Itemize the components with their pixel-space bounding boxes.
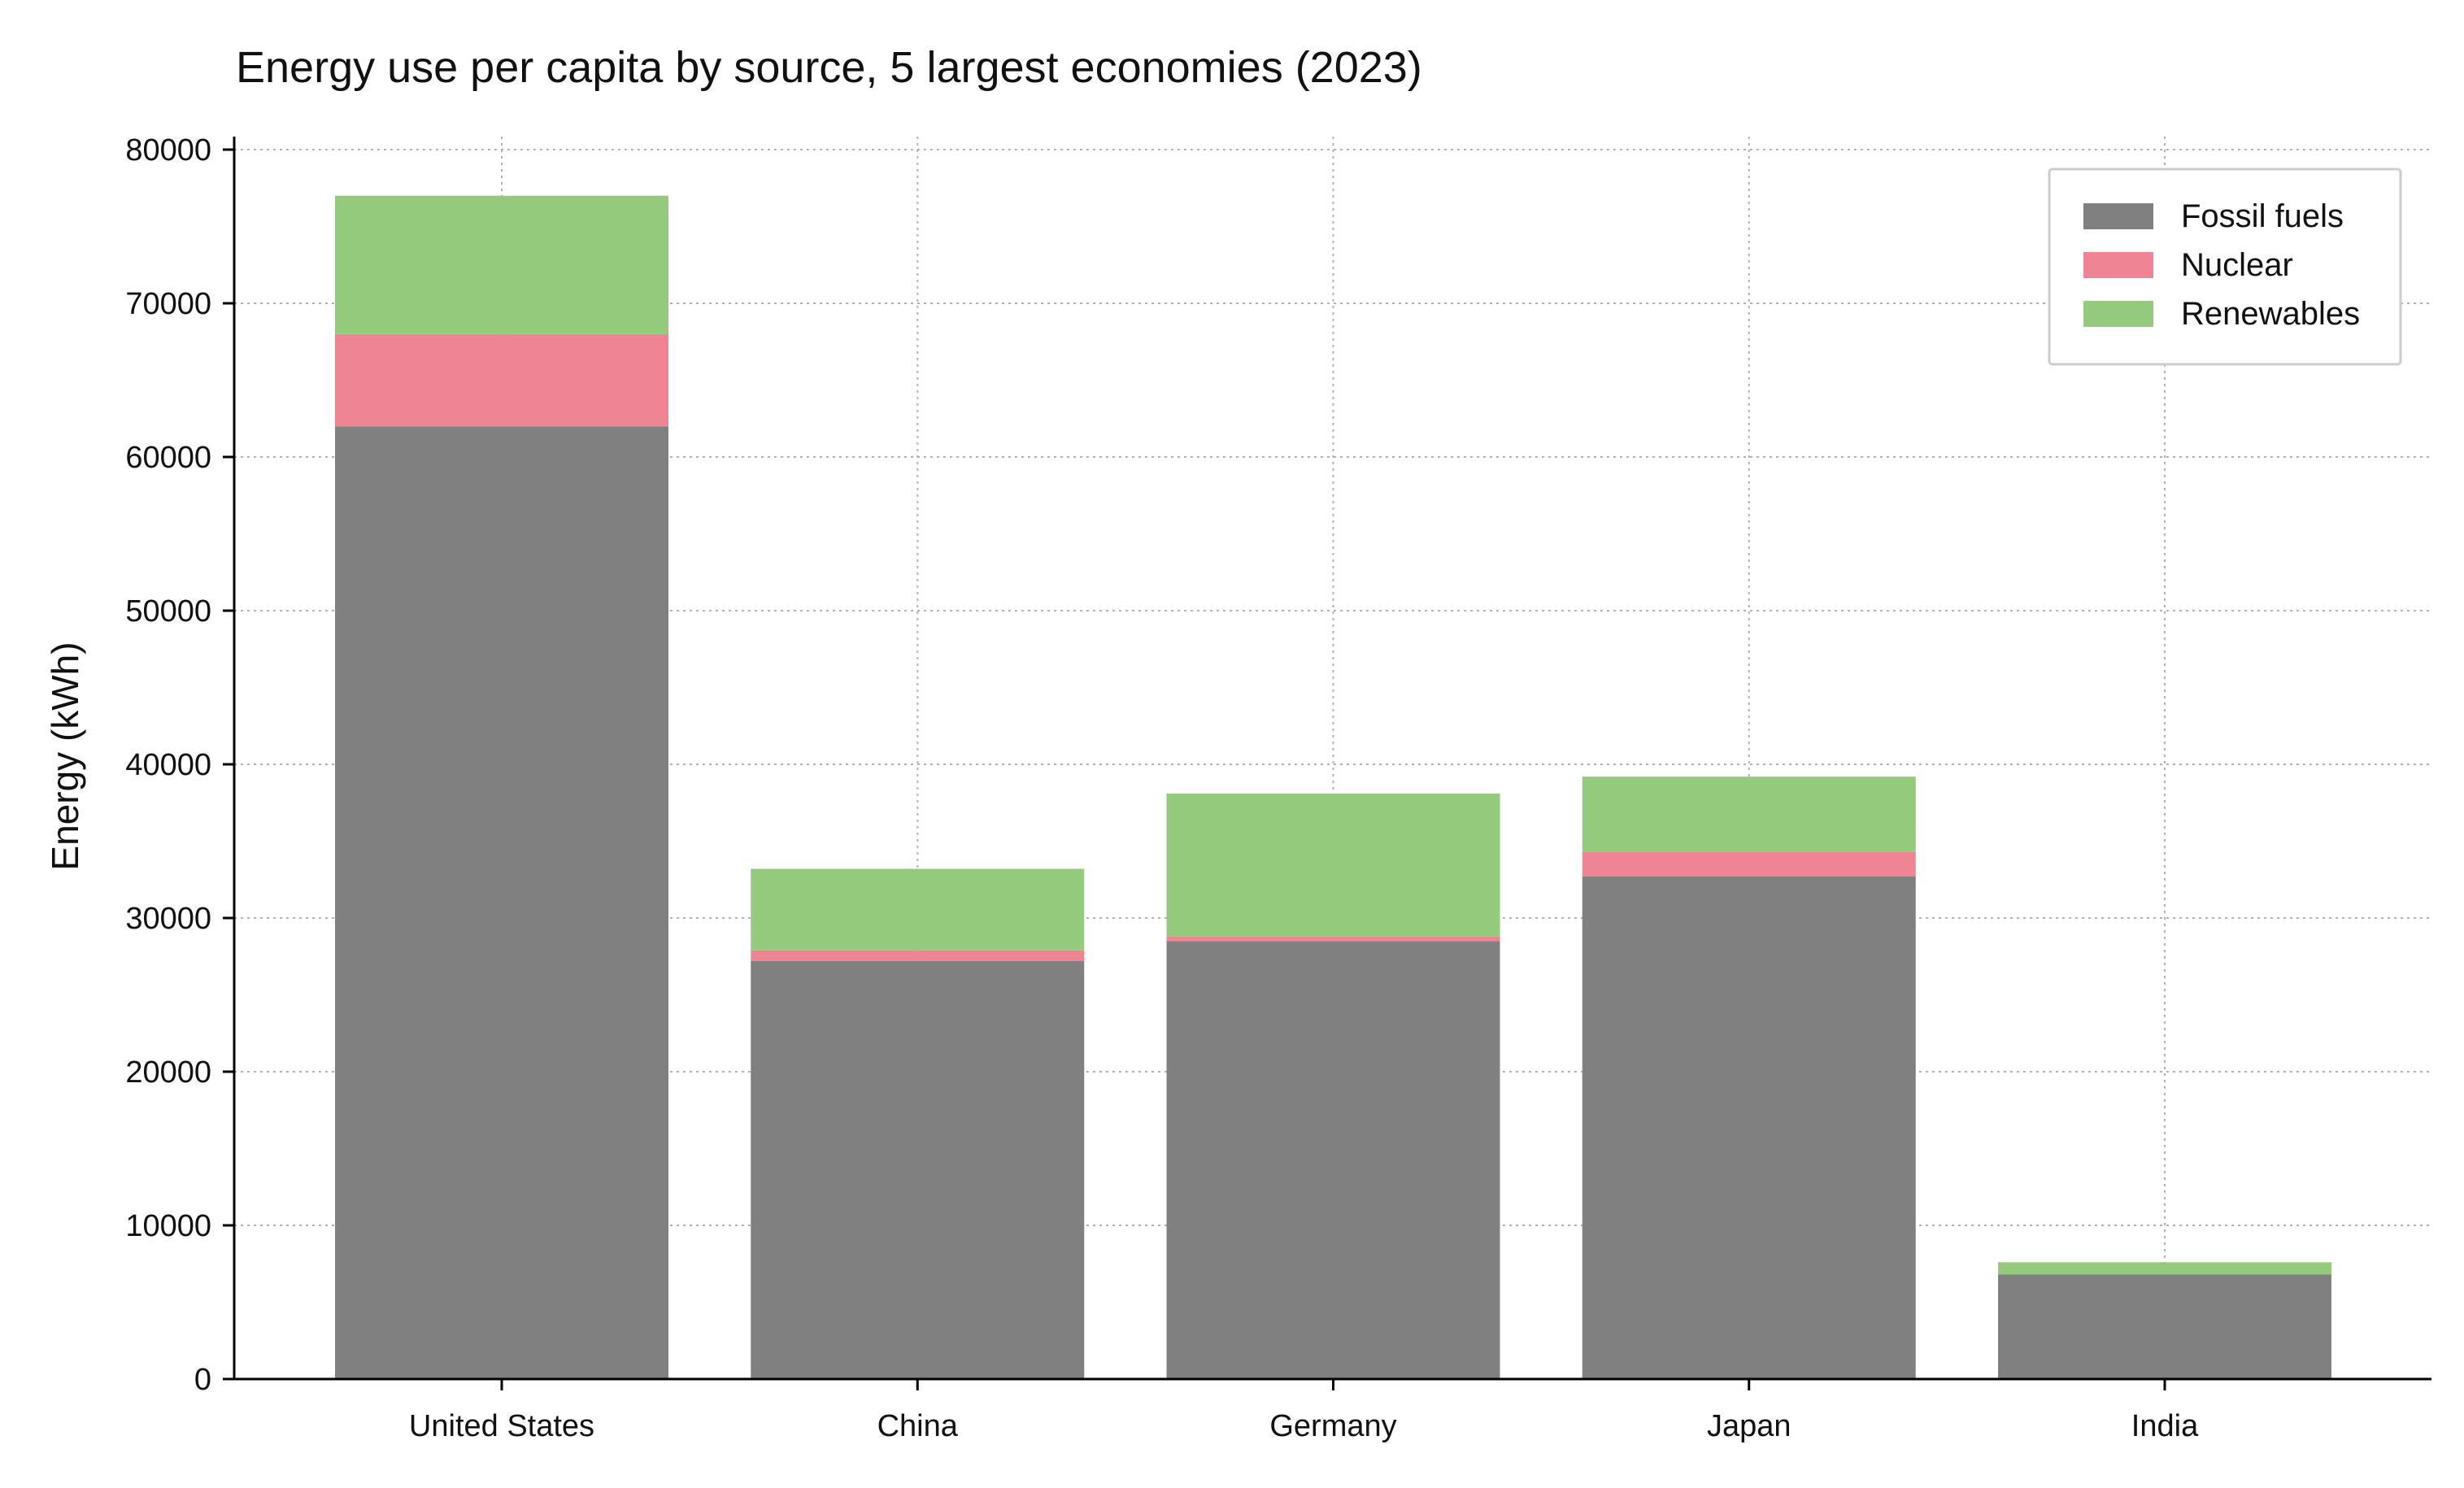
bar-segment-nuclear [1582, 851, 1916, 877]
legend-label: Renewables [2181, 296, 2360, 332]
bar-segment-fossil-fuels [335, 426, 668, 1380]
bar-segment-fossil-fuels [1998, 1274, 2331, 1379]
y-axis-label: Energy (kWh) [44, 642, 86, 870]
y-tick-label: 80000 [125, 133, 211, 168]
legend-swatch [2083, 203, 2153, 229]
legend: Fossil fuels Nuclear Renewables [2048, 168, 2402, 366]
bar-segment-nuclear [751, 950, 1085, 961]
y-tick-label: 60000 [125, 441, 211, 475]
x-tick-label: China [877, 1409, 959, 1443]
bar-segment-renewables [335, 195, 668, 334]
bar-segment-fossil-fuels [1166, 941, 1500, 1379]
x-tick-label: India [2131, 1409, 2199, 1443]
legend-label: Nuclear [2181, 247, 2293, 283]
x-tick-label: Germany [1269, 1409, 1396, 1443]
y-tick-label: 40000 [125, 748, 211, 782]
y-tick-label: 50000 [125, 594, 211, 629]
y-tick-label: 70000 [125, 287, 211, 321]
y-tick-label: 10000 [125, 1209, 211, 1243]
bar-segment-renewables [1998, 1262, 2331, 1275]
legend-swatch [2083, 301, 2153, 327]
bar-segment-fossil-fuels [751, 960, 1085, 1379]
legend-label: Fossil fuels [2181, 198, 2344, 234]
bar-segment-renewables [751, 868, 1085, 951]
bars [335, 195, 2331, 1380]
y-tick-label: 30000 [125, 902, 211, 936]
bar-segment-renewables [1166, 793, 1500, 937]
bar-segment-renewables [1582, 777, 1916, 852]
bar-segment-fossil-fuels [1582, 876, 1916, 1379]
bar-segment-nuclear [1166, 936, 1500, 942]
axes: 0 10000 20000 30000 40000 50000 60000 70000 8000… [125, 133, 2431, 1443]
y-tick-label: 0 [194, 1363, 211, 1397]
legend-swatch [2083, 252, 2153, 278]
x-tick-label: Japan [1707, 1409, 1791, 1443]
y-tick-label: 20000 [125, 1055, 211, 1090]
bar-segment-nuclear [335, 333, 668, 427]
x-tick-label: United States [409, 1409, 594, 1443]
chart-title: Energy use per capita by source, 5 large… [236, 43, 1422, 92]
